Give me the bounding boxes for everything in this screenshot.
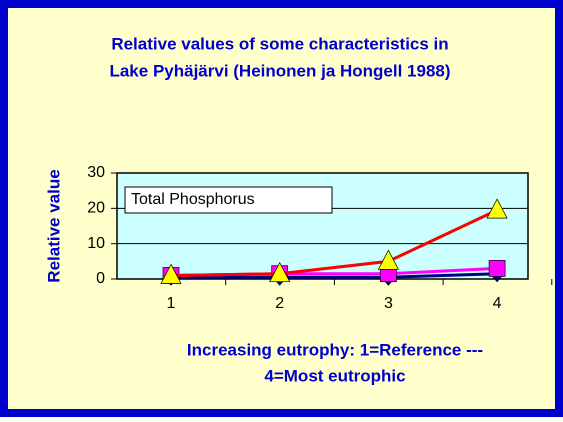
y-tick-label: 10	[87, 235, 105, 252]
x-tick-label: 1	[167, 295, 176, 312]
series-line	[170, 208, 498, 277]
marker	[488, 260, 506, 277]
y-axis-label: Relative value	[44, 169, 63, 282]
y-tick-label: 30	[87, 164, 105, 181]
marker	[486, 198, 508, 219]
x-axis-label: Increasing eutrophy: 1=Reference ---	[187, 340, 483, 359]
marker	[269, 261, 291, 283]
x-axis-label: 4=Most eutrophic	[264, 366, 405, 385]
x-tick-label: 4	[493, 295, 502, 312]
x-tick-label: 3	[384, 295, 393, 312]
marker	[160, 263, 182, 284]
y-tick-label: 0	[96, 270, 105, 287]
annotation: Total Phosphorus	[131, 191, 255, 208]
annotation-box	[124, 186, 333, 214]
chart-title: Lake Pyhäjärvi (Heinonen ja Hongell 1988…	[109, 61, 450, 80]
x-tick-label: 2	[275, 295, 284, 312]
marker	[377, 249, 399, 270]
chart-title: Relative values of some characteristics …	[111, 34, 448, 53]
y-tick-label: 20	[87, 200, 105, 217]
series-line	[171, 272, 498, 279]
